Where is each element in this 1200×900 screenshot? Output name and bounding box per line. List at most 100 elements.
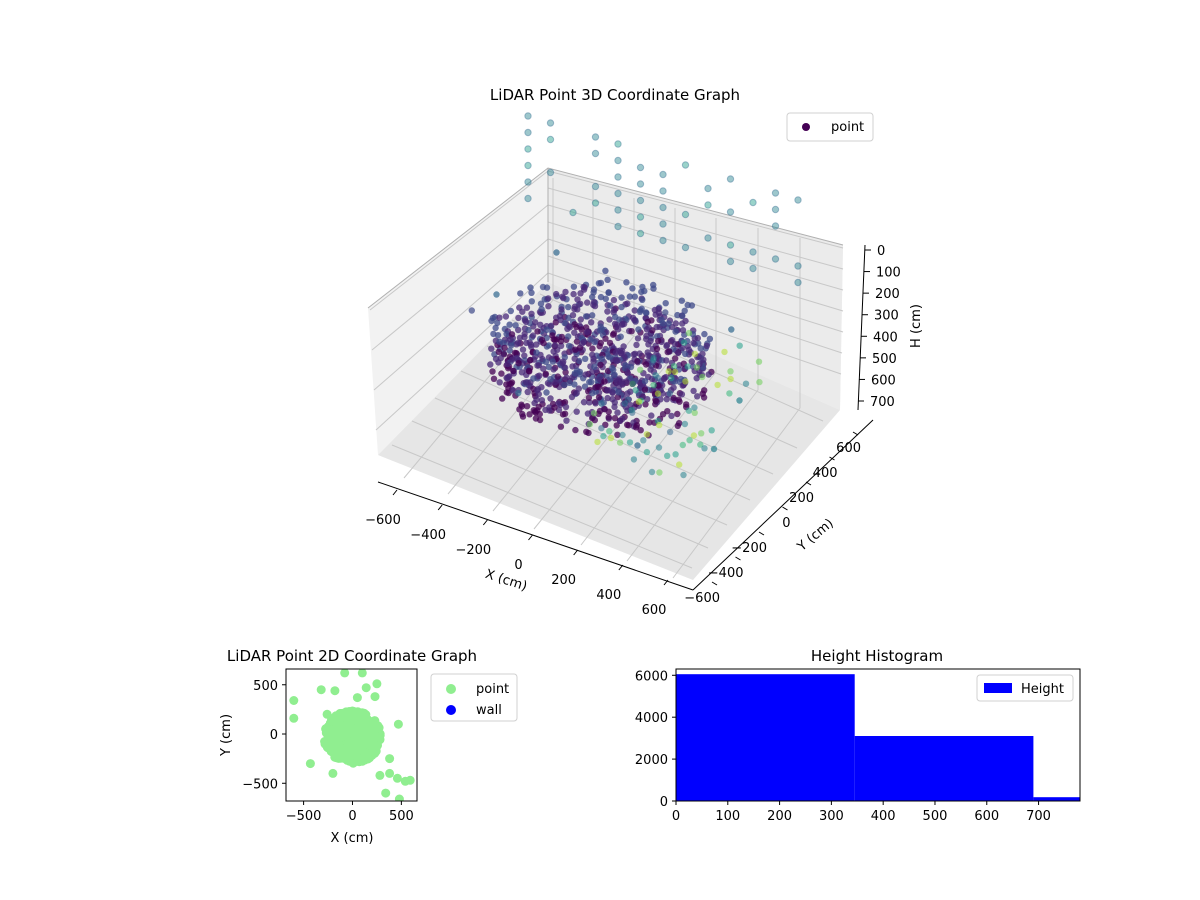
x-tick-mark-3d (573, 549, 579, 556)
point-3d (618, 294, 625, 301)
z-axis-label-3d: H (cm) (909, 304, 924, 348)
y-tick-label-3d: −400 (708, 566, 744, 581)
point-3d (613, 379, 621, 386)
x-axis-label-2d: X (cm) (331, 831, 374, 846)
point-3d (641, 386, 649, 393)
point-3d (605, 414, 612, 421)
point-3d (652, 398, 660, 405)
point-3d (569, 208, 577, 217)
point-3d (524, 388, 531, 396)
point-3d (704, 201, 712, 209)
z-tick-label-3d: 300 (874, 309, 899, 324)
point-3d (515, 360, 522, 367)
point-3d (647, 337, 654, 345)
point-3d (681, 210, 690, 219)
point-3d (639, 296, 646, 303)
point-3d (653, 323, 660, 331)
x-tick-mark-3d (392, 489, 398, 496)
point-3d (623, 279, 630, 286)
point-3d (619, 320, 626, 328)
point-3d (619, 431, 626, 439)
point-3d (559, 360, 566, 367)
point-3d (771, 189, 780, 197)
point-3d (598, 425, 605, 432)
y-tick-label-3d: 400 (813, 466, 838, 481)
x-tick-label-hist: 700 (1026, 809, 1051, 824)
point-3d (642, 361, 650, 368)
y-axis-label-2d: Y (cm) (219, 714, 234, 757)
point-3d (693, 364, 700, 371)
point-3d (704, 184, 712, 193)
point-3d (584, 410, 592, 417)
point-3d (662, 300, 669, 307)
point-3d (627, 402, 634, 409)
point-3d (542, 358, 550, 365)
point-3d (726, 257, 735, 266)
point-3d (525, 367, 533, 374)
outlier-point-3d (736, 397, 743, 404)
point-3d (588, 319, 595, 326)
point-3d (674, 422, 681, 430)
point-3d (690, 432, 698, 439)
point-3d (616, 439, 624, 446)
point-3d (533, 341, 540, 348)
point-3d (573, 408, 580, 415)
scatter-outlier-2d (322, 709, 332, 719)
point-3d (532, 409, 539, 416)
point-3d (749, 264, 757, 273)
point-3d (571, 381, 578, 388)
point-3d (519, 308, 526, 315)
y-tick-mark-3d (758, 531, 765, 536)
x-tick-label-3d: 200 (551, 573, 576, 588)
scatter-2d-points (289, 669, 415, 801)
point-3d (557, 423, 565, 430)
scatter-point-2d (333, 713, 343, 723)
point-3d (527, 356, 534, 364)
point-3d (591, 133, 600, 141)
point-3d (641, 378, 649, 385)
point-3d (551, 404, 558, 411)
point-3d (527, 341, 535, 348)
point-3d (691, 409, 698, 416)
z-tick-label-3d: 600 (871, 373, 896, 388)
scatter-outlier-2d (328, 768, 338, 778)
point-3d (670, 363, 678, 370)
point-3d (550, 348, 557, 355)
point-3d (704, 234, 712, 242)
point-3d (611, 371, 618, 378)
point-3d (607, 434, 615, 442)
point-3d (668, 412, 675, 420)
histogram-frame (675, 668, 1081, 802)
point-3d (656, 469, 663, 476)
point-3d (488, 345, 495, 352)
scatter-outlier-2d (305, 759, 315, 769)
y-tick-label-2d: 500 (253, 679, 278, 694)
scatter-point-2d (357, 717, 367, 727)
point-3d (771, 222, 780, 230)
point-3d (591, 199, 600, 207)
point-3d (771, 255, 780, 263)
point-3d (565, 303, 572, 311)
point-3d (659, 220, 667, 228)
x-tick-label-2d: −500 (286, 809, 322, 824)
point-3d (568, 393, 576, 401)
point-3d (577, 316, 584, 323)
point-3d (572, 346, 579, 353)
point-3d (563, 374, 570, 381)
point-3d (701, 387, 708, 394)
point-3d (659, 187, 667, 195)
point-3d (577, 290, 584, 297)
point-3d (545, 295, 552, 302)
point-3d (573, 389, 580, 397)
point-3d (736, 342, 743, 349)
point-3d (700, 356, 707, 363)
point-3d (674, 410, 681, 418)
point-3d (636, 350, 643, 357)
point-3d (592, 384, 599, 391)
point-3d (697, 345, 704, 352)
point-3d (494, 319, 501, 327)
point-3d (538, 397, 546, 404)
y-axis-label-3d: Y (cm) (794, 516, 837, 555)
point-3d (566, 324, 574, 331)
point-3d (611, 415, 619, 422)
